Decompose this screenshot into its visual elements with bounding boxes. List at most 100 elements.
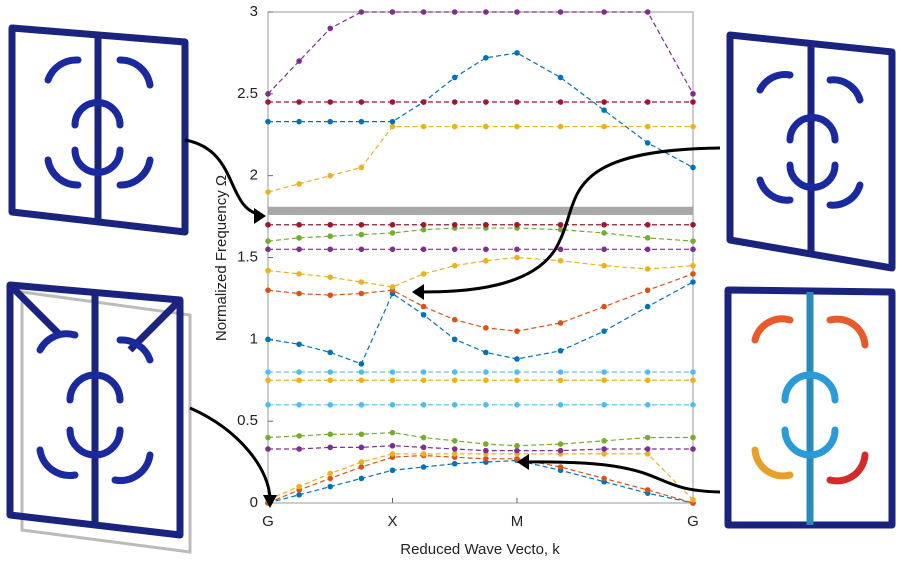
band-point	[296, 118, 302, 125]
band-point	[265, 336, 271, 343]
band-point	[451, 123, 458, 130]
band-point	[483, 369, 489, 375]
band-point	[514, 254, 520, 261]
band-point	[690, 221, 696, 228]
band-point	[296, 99, 302, 105]
band-point	[389, 402, 396, 408]
band-point	[690, 271, 696, 277]
band-point	[514, 402, 520, 408]
band-point	[296, 402, 302, 408]
band-point	[451, 74, 458, 81]
band-point	[483, 325, 489, 331]
band-point	[265, 369, 271, 375]
band-point	[644, 235, 651, 241]
band-point	[327, 274, 334, 280]
band-point	[690, 99, 696, 105]
band-point	[389, 442, 396, 449]
band-point	[389, 9, 396, 15]
band-point	[601, 262, 607, 269]
y-tick-label: 1	[250, 330, 258, 347]
band-point	[296, 446, 302, 452]
band-point	[483, 441, 489, 447]
band-point	[644, 221, 651, 228]
band-point	[557, 347, 564, 354]
band-point	[644, 451, 651, 457]
x-tick-label: G	[262, 513, 274, 530]
band-point	[358, 464, 365, 470]
band-point	[358, 475, 365, 482]
band-point	[557, 464, 564, 470]
band-point	[265, 267, 271, 274]
band-point	[389, 284, 396, 290]
band-point	[483, 349, 489, 356]
band-point	[420, 311, 427, 318]
mode-shape-4	[724, 286, 896, 529]
band-point	[451, 377, 458, 384]
band-point	[265, 91, 271, 97]
band-point	[601, 446, 607, 452]
y-tick-label: 0	[250, 494, 258, 511]
band-point	[690, 238, 696, 244]
band-point	[483, 257, 489, 264]
band-point	[265, 99, 271, 105]
band-point	[358, 361, 365, 367]
band-point	[514, 377, 520, 384]
mode-shape-2	[6, 281, 192, 554]
x-axis-title: Reduced Wave Vecto, k	[400, 541, 560, 558]
mode-shape-3	[726, 31, 896, 272]
band-point	[690, 402, 696, 408]
band-point	[483, 99, 489, 105]
band-point	[644, 487, 651, 493]
band-point	[420, 303, 427, 310]
band-point	[483, 246, 489, 253]
band-point	[644, 287, 651, 294]
band-point	[601, 123, 607, 130]
band-point	[420, 444, 427, 451]
band-point	[451, 402, 458, 408]
band-point	[644, 123, 651, 130]
band-point	[358, 279, 365, 285]
band-point	[358, 221, 365, 228]
band-point	[601, 377, 607, 384]
band-point	[557, 74, 564, 81]
band-point	[557, 377, 564, 384]
band-point	[690, 262, 696, 269]
band-point	[557, 320, 564, 326]
y-tick-label: 2.5	[237, 85, 258, 102]
band-point	[265, 446, 271, 452]
band-point	[644, 369, 651, 375]
band-point	[451, 446, 458, 452]
band-point	[601, 107, 607, 113]
band-point	[358, 290, 365, 297]
band-point	[296, 58, 302, 64]
band-point	[483, 402, 489, 408]
band-point	[483, 447, 489, 454]
band-point	[451, 336, 458, 343]
band-point	[483, 123, 489, 130]
band-point	[483, 221, 489, 228]
band-line	[268, 52, 694, 169]
band-point	[451, 99, 458, 105]
band-point	[601, 303, 607, 310]
band-point	[514, 328, 520, 334]
band-point	[327, 172, 334, 179]
x-tick-label: M	[511, 513, 524, 530]
band-point	[265, 246, 271, 253]
band-point	[296, 341, 302, 348]
band-point	[601, 230, 607, 236]
band-point	[420, 99, 427, 105]
band-point	[420, 123, 427, 130]
band-point	[265, 377, 271, 384]
band-point	[514, 442, 520, 449]
band-point	[389, 221, 396, 228]
band-point	[690, 164, 696, 171]
band-point	[327, 470, 334, 477]
band-point	[296, 483, 302, 490]
band-point	[389, 369, 396, 375]
band-point	[327, 246, 334, 253]
band-line	[267, 256, 694, 288]
band-point	[690, 377, 696, 384]
band-point	[327, 475, 334, 482]
band-point	[358, 246, 365, 253]
band-point	[265, 238, 271, 244]
